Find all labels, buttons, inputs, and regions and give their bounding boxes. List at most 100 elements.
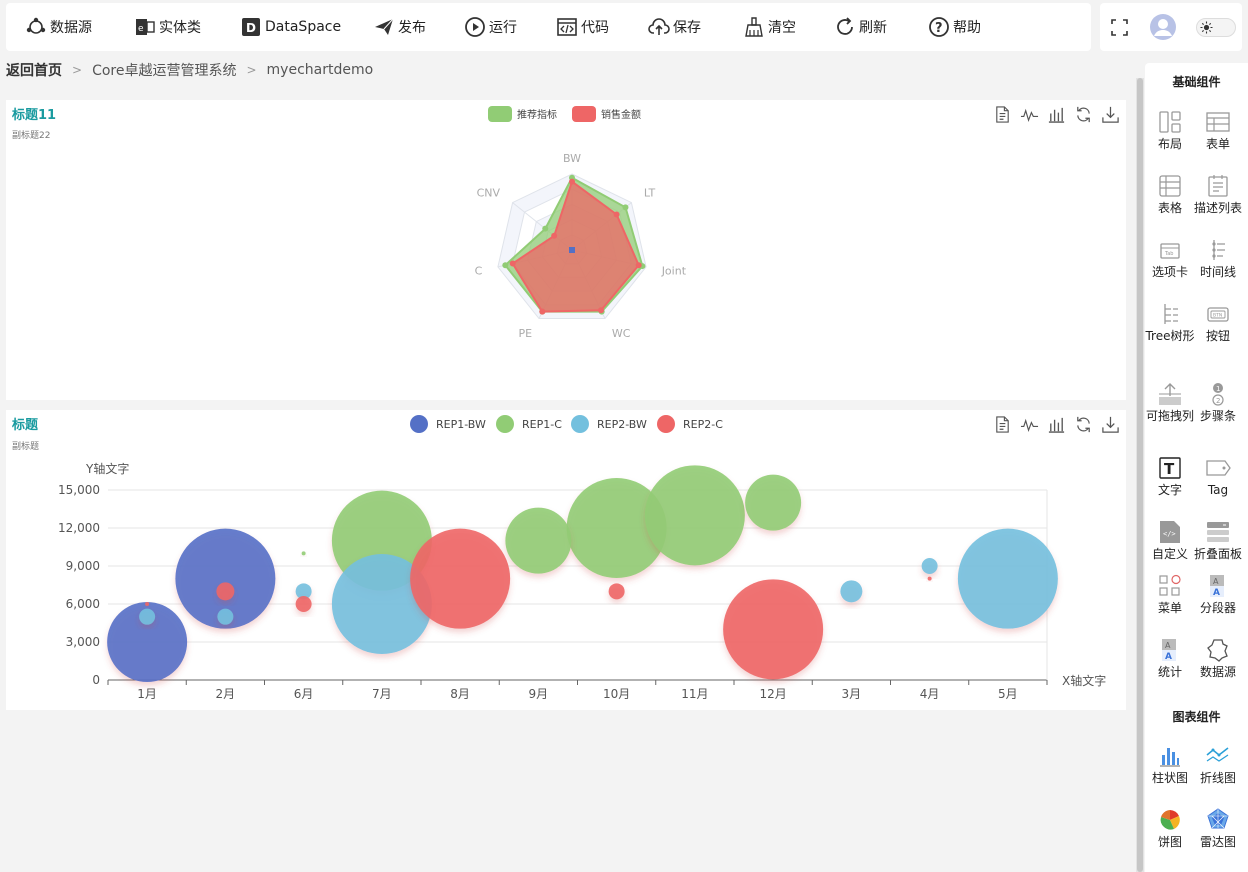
toolbar-run-button[interactable]: 运行	[464, 3, 517, 51]
radar-point[interactable]	[613, 211, 620, 218]
radar-point[interactable]	[542, 225, 549, 232]
toolbar-save-button[interactable]: 保存	[648, 3, 701, 51]
bubble-rep2-c[interactable]	[927, 576, 932, 581]
sidebar-item-statistic[interactable]: A A 统计	[1145, 637, 1195, 680]
line-switch-icon[interactable]	[1020, 415, 1039, 434]
legend-label[interactable]: 销售金额	[601, 108, 641, 121]
radar-point[interactable]	[509, 260, 516, 267]
line-switch-icon[interactable]	[1020, 105, 1039, 124]
sidebar-item-form[interactable]: 表单	[1193, 109, 1243, 152]
sidebar-item-label: 柱状图	[1151, 771, 1188, 785]
toolbar-datasource-button[interactable]: 数据源	[25, 3, 92, 51]
radar-point[interactable]	[569, 178, 575, 185]
radar-point[interactable]	[598, 307, 605, 314]
bubble-rep2-bw[interactable]	[217, 608, 234, 625]
bubble-rep2-c[interactable]	[410, 528, 511, 629]
legend-swatch[interactable]	[572, 106, 596, 122]
x-tick-label: 7月	[372, 687, 392, 701]
legend-label[interactable]: REP1-BW	[436, 418, 486, 431]
sidebar-item-steps[interactable]: 1 2 步骤条	[1193, 381, 1243, 424]
basic-components-heading: 基础组件	[1172, 75, 1221, 89]
legend-label[interactable]: REP2-BW	[597, 418, 647, 431]
sidebar-item-pie-chart[interactable]: 饼图	[1145, 807, 1195, 850]
sidebar-item-menu[interactable]: 菜单	[1145, 573, 1195, 616]
sidebar-item-label: 布局	[1157, 137, 1182, 151]
legend-label[interactable]: REP1-C	[522, 418, 562, 431]
radar-point[interactable]	[551, 232, 558, 239]
sidebar-item-tab[interactable]: Tab 选项卡	[1145, 237, 1195, 280]
radar-point[interactable]	[539, 308, 546, 315]
sidebar-item-description-list[interactable]: 描述列表	[1193, 173, 1243, 216]
legend-label[interactable]: REP2-C	[683, 418, 723, 431]
sidebar-item-bar-chart[interactable]: 柱状图	[1145, 743, 1195, 786]
legend-swatch[interactable]	[657, 415, 675, 433]
sidebar-item-layout[interactable]: 布局	[1145, 109, 1195, 152]
legend-swatch[interactable]	[410, 415, 428, 433]
radar-point[interactable]	[622, 204, 629, 211]
restore-icon[interactable]	[1074, 415, 1093, 434]
bubble-rep2-c[interactable]	[723, 579, 824, 680]
publish-icon	[375, 18, 394, 35]
sidebar-item-label: 分段器	[1199, 601, 1236, 615]
toolbar-refresh-button[interactable]: 刷新	[834, 3, 887, 51]
bubble-rep1-c[interactable]	[505, 507, 572, 574]
bubble-rep1-c[interactable]	[566, 478, 667, 578]
sidebar-item-drag-column[interactable]: 可拖拽列	[1145, 381, 1195, 424]
legend-label[interactable]: 推荐指标	[517, 108, 557, 121]
toolbar-help-button[interactable]: ? 帮助	[928, 3, 981, 51]
legend-swatch[interactable]	[496, 415, 514, 433]
bubble-rep1-bw[interactable]	[175, 528, 276, 629]
sidebar-item-custom[interactable]: </> 自定义	[1145, 519, 1195, 562]
toolbar-publish-button[interactable]: 发布	[373, 3, 426, 51]
sidebar-item-table[interactable]: 表格	[1145, 173, 1195, 216]
radar-series-1[interactable]	[511, 179, 640, 313]
toolbar-clear-button[interactable]: 清空	[743, 3, 796, 51]
bubble-rep2-c[interactable]	[295, 596, 312, 612]
bubble-rep2-bw[interactable]	[295, 583, 312, 600]
bubble-rep2-bw[interactable]	[921, 558, 938, 574]
fullscreen-icon[interactable]	[1111, 19, 1128, 36]
bubble-rep2-bw[interactable]	[139, 608, 156, 625]
sidebar-item-tag[interactable]: Tag	[1193, 455, 1243, 498]
bubble-rep2-bw[interactable]	[840, 580, 863, 603]
radar-point[interactable]	[502, 262, 509, 269]
download-icon[interactable]	[1101, 415, 1120, 434]
data-view-icon[interactable]	[993, 105, 1012, 124]
bubble-rep2-c[interactable]	[216, 582, 235, 601]
sidebar-item-line-chart[interactable]: 折线图	[1193, 743, 1243, 786]
sidebar-item-collapse[interactable]: 折叠面板	[1193, 519, 1243, 562]
bubble-rep2-bw[interactable]	[957, 528, 1058, 629]
sidebar-item-timeline[interactable]: 时间线	[1193, 237, 1243, 280]
toolbar-dataspace-button[interactable]: D DataSpace	[240, 3, 341, 51]
data-view-icon[interactable]	[993, 415, 1012, 434]
scrollbar-thumb[interactable]	[1137, 78, 1143, 872]
radar-point[interactable]	[635, 262, 642, 269]
bar-switch-icon[interactable]	[1047, 415, 1066, 434]
sidebar-item-radar-chart[interactable]: 雷达图	[1193, 807, 1243, 850]
sidebar-item-text[interactable]: T 文字	[1145, 455, 1195, 498]
sidebar-item-tree[interactable]: Tree树形	[1145, 301, 1195, 344]
bubble-rep2-c[interactable]	[145, 602, 150, 606]
sidebar-item-button[interactable]: BTN 按钮	[1193, 301, 1243, 344]
breadcrumb-item-system[interactable]: Core卓越运营管理系统	[92, 63, 237, 79]
breadcrumb-home[interactable]: 返回首页	[6, 63, 62, 79]
sidebar-item-label: 菜单	[1157, 601, 1182, 615]
legend-swatch[interactable]	[571, 415, 589, 433]
bar-switch-icon[interactable]	[1047, 105, 1066, 124]
download-icon[interactable]	[1101, 105, 1120, 124]
bubble-rep1-c[interactable]	[301, 551, 306, 556]
restore-icon[interactable]	[1074, 105, 1093, 124]
bubble-rep1-c[interactable]	[745, 474, 802, 531]
bubble-rep2-c[interactable]	[608, 583, 625, 600]
toolbar-entity-button[interactable]: e 实体类	[134, 3, 201, 51]
legend-swatch[interactable]	[488, 106, 512, 122]
sidebar-item-segmented[interactable]: A A 分段器	[1193, 573, 1243, 616]
avatar-icon[interactable]	[1150, 14, 1176, 40]
sidebar-item-datasource[interactable]: 数据源	[1193, 637, 1243, 680]
bubble-rep1-c[interactable]	[644, 465, 745, 566]
main-scrollbar[interactable]	[1136, 78, 1144, 872]
bubble-rep2-bw[interactable]	[331, 554, 432, 654]
bubble-rep1-bw[interactable]	[107, 602, 188, 682]
toolbar-code-button[interactable]: 代码	[556, 3, 609, 51]
theme-toggle[interactable]	[1196, 18, 1236, 37]
